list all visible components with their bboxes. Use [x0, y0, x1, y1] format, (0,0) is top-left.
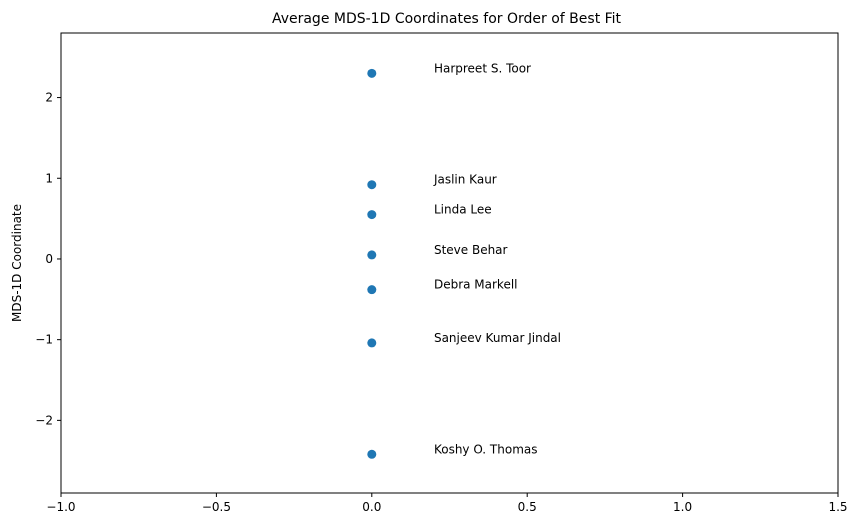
x-tick-label: 0.5 [518, 500, 537, 514]
data-point [367, 449, 377, 459]
x-axis-ticks: −1.0 −0.5 0.0 0.5 1.0 1.5 [46, 493, 848, 514]
y-axis-label: MDS-1D Coordinate [10, 204, 24, 322]
x-tick-label: 0.0 [362, 500, 381, 514]
data-point-label: Sanjeev Kumar Jindal [434, 331, 561, 345]
chart-title: Average MDS-1D Coordinates for Order of … [272, 11, 622, 27]
data-point [367, 338, 377, 348]
data-point-label: Debra Markell [434, 278, 518, 292]
y-tick-label: 0 [45, 252, 53, 266]
data-point-label: Jaslin Kaur [433, 173, 497, 187]
x-tick-label: 1.0 [673, 500, 692, 514]
data-point [367, 210, 377, 220]
y-tick-label: 1 [45, 171, 53, 185]
y-tick-label: −1 [35, 333, 53, 347]
data-point-labels: Harpreet S. Toor Jaslin Kaur Linda Lee Stev… [433, 61, 561, 456]
data-point [367, 180, 377, 190]
data-point-label: Harpreet S. Toor [434, 61, 531, 75]
data-points [367, 68, 377, 459]
data-point-label: Linda Lee [434, 203, 492, 217]
data-point [367, 285, 377, 295]
y-tick-label: −2 [35, 413, 53, 427]
x-tick-label: −0.5 [202, 500, 231, 514]
data-point-label: Steve Behar [434, 243, 508, 257]
data-point [367, 68, 377, 78]
data-point-label: Koshy O. Thomas [434, 442, 538, 456]
plot-area-frame [60, 32, 839, 494]
y-axis-ticks: −2 −1 0 1 2 [35, 91, 61, 427]
x-tick-label: 1.5 [828, 500, 847, 514]
x-tick-label: −1.0 [46, 500, 75, 514]
data-point [367, 250, 377, 260]
y-tick-label: 2 [45, 91, 53, 105]
